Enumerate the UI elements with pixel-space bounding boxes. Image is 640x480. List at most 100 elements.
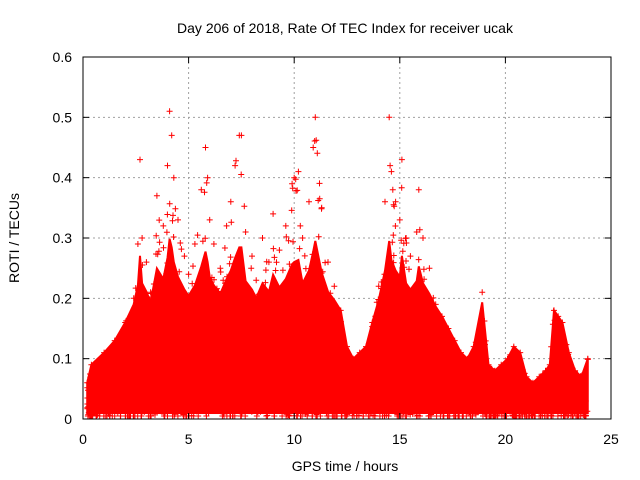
data-point (96, 368, 103, 375)
data-point (511, 401, 518, 408)
data-point (334, 344, 341, 351)
data-point (436, 348, 443, 355)
data-point (275, 406, 282, 413)
data-point (561, 373, 567, 379)
data-point (500, 406, 507, 413)
data-point (325, 405, 331, 412)
data-point (222, 280, 229, 287)
data-point (406, 402, 413, 409)
data-point (177, 240, 184, 246)
data-point (205, 282, 212, 289)
data-point (363, 343, 369, 350)
data-point (279, 413, 286, 419)
data-point (540, 380, 547, 387)
data-point (183, 397, 190, 404)
data-point (413, 364, 420, 371)
data-point (469, 391, 476, 397)
data-point (520, 403, 527, 410)
data-point (185, 271, 192, 278)
data-point (499, 366, 506, 373)
data-point (170, 174, 177, 181)
data-point (438, 385, 445, 392)
data-point (505, 384, 512, 391)
data-point (353, 413, 360, 419)
data-point (472, 409, 479, 416)
data-point (171, 413, 178, 419)
data-point (394, 413, 401, 419)
data-point (167, 398, 174, 405)
data-point (350, 391, 357, 398)
data-point (562, 387, 569, 394)
data-point (174, 402, 181, 409)
data-point (580, 385, 587, 392)
data-point (340, 408, 347, 415)
data-point (211, 344, 218, 351)
data-point (577, 395, 584, 402)
data-point (455, 396, 462, 403)
data-point (118, 378, 125, 385)
data-point (108, 396, 115, 403)
data-point (296, 292, 303, 299)
data-point (271, 413, 278, 419)
data-point (400, 407, 407, 414)
data-point (166, 336, 173, 343)
data-point (501, 370, 508, 377)
data-point (426, 325, 433, 332)
data-point (553, 396, 559, 403)
data-point (422, 406, 428, 413)
data-point (137, 156, 143, 163)
data-point (169, 278, 176, 284)
data-point (503, 403, 510, 410)
data-point (343, 402, 350, 409)
data-point (191, 241, 198, 247)
data-point (478, 407, 485, 414)
data-point (260, 318, 267, 325)
data-point (96, 413, 103, 419)
data-point (326, 389, 333, 395)
data-point (473, 402, 480, 408)
data-point (224, 273, 230, 280)
data-point (498, 373, 505, 380)
data-point (306, 198, 312, 205)
data-point (406, 353, 413, 360)
data-point (109, 366, 116, 373)
chart-title: Day 206 of 2018, Rate Of TEC Index for r… (177, 20, 514, 36)
data-point (467, 413, 474, 419)
data-point (558, 412, 565, 419)
data-point (170, 234, 177, 240)
data-point (152, 411, 158, 418)
data-point (452, 392, 458, 399)
data-point (118, 392, 125, 399)
data-point (265, 298, 272, 305)
data-point (85, 387, 91, 394)
data-point (380, 353, 387, 360)
data-point (525, 408, 532, 415)
data-point (139, 262, 146, 268)
data-point (285, 237, 292, 244)
data-point (550, 392, 557, 399)
data-point (337, 359, 343, 366)
data-point (286, 321, 293, 327)
data-point (284, 413, 291, 419)
data-point (175, 401, 182, 408)
data-point (422, 365, 429, 372)
data-point (192, 380, 199, 387)
data-point (539, 400, 546, 407)
data-point (404, 341, 411, 348)
data-point (280, 389, 287, 396)
data-point (265, 397, 272, 404)
data-point (265, 259, 272, 266)
y-tick-label: 0.1 (53, 351, 73, 367)
data-point (185, 335, 192, 341)
data-point (93, 375, 100, 382)
y-tick-label: 0.5 (53, 109, 73, 125)
data-point (486, 388, 493, 395)
data-point (164, 211, 171, 218)
data-point (439, 313, 445, 320)
data-point (296, 245, 303, 252)
data-point (458, 399, 465, 406)
data-point (256, 383, 263, 390)
data-point (515, 374, 522, 381)
data-point (256, 366, 263, 373)
data-point (424, 319, 431, 326)
